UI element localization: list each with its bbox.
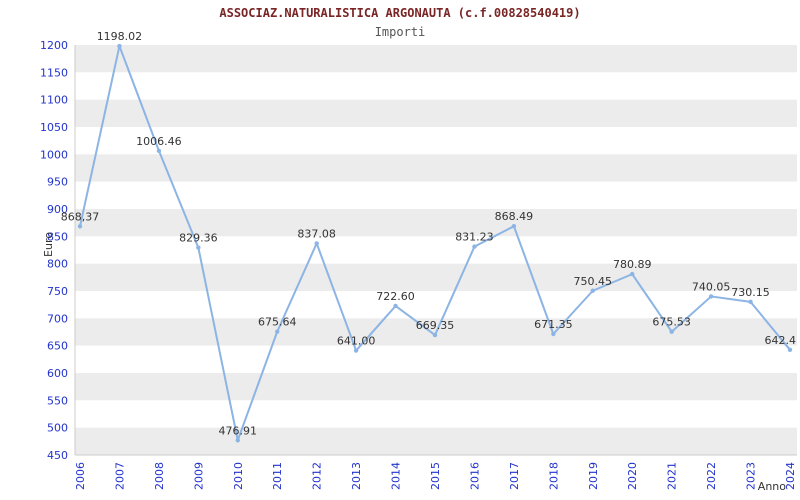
x-tick-label: 2018 (547, 462, 560, 490)
y-tick-label: 450 (47, 449, 68, 462)
x-tick-label: 2023 (745, 462, 758, 490)
x-tick-label: 2007 (113, 462, 126, 490)
y-tick-label: 600 (47, 367, 68, 380)
data-point (511, 224, 517, 229)
plot-band (75, 99, 797, 127)
data-point-label: 780.89 (613, 258, 652, 271)
y-tick-label: 550 (47, 394, 68, 407)
plot-band (75, 263, 797, 291)
data-point (196, 245, 201, 250)
data-point-label: 1006.46 (136, 135, 182, 148)
plot-band (75, 291, 797, 319)
data-point-label: 675.53 (652, 316, 691, 329)
data-point-label: 1198.02 (97, 30, 143, 43)
y-tick-label: 500 (47, 422, 68, 435)
data-point (590, 288, 595, 293)
data-point (353, 348, 359, 353)
data-point-label: 675.64 (258, 316, 297, 329)
chart-title: ASSOCIAZ.NATURALISTICA ARGONAUTA (c.f.00… (219, 6, 581, 20)
data-point (472, 244, 477, 249)
y-tick-label: 850 (47, 230, 68, 243)
x-tick-label: 2022 (705, 462, 718, 490)
y-tick-label: 1100 (40, 94, 68, 107)
x-tick-label: 2013 (350, 462, 363, 490)
y-axis-label: Euro (41, 232, 55, 257)
data-point-label: 750.45 (574, 275, 613, 288)
data-point (787, 347, 793, 353)
data-point (432, 332, 438, 338)
data-point (235, 438, 240, 443)
x-axis-label: Anno (757, 480, 786, 493)
y-tick-label: 1200 (40, 39, 68, 52)
y-tick-label: 650 (47, 340, 68, 353)
x-tick-label: 2010 (232, 462, 245, 490)
data-point-label: 829.36 (179, 232, 218, 245)
data-point (275, 329, 280, 334)
x-tick-label: 2014 (390, 462, 403, 490)
data-point (314, 241, 319, 246)
data-point-label: 642.4 (765, 334, 797, 347)
x-tick-label: 2020 (626, 462, 639, 490)
y-tick-label: 1000 (40, 148, 68, 161)
x-tick-label: 2019 (587, 462, 600, 490)
data-point (630, 271, 635, 277)
x-tick-label: 2006 (74, 462, 87, 490)
x-tick-label: 2009 (192, 462, 205, 490)
x-tick-label: 2017 (508, 462, 521, 490)
plot-band (75, 181, 797, 209)
data-point (708, 294, 714, 299)
data-point-label: 868.49 (495, 210, 534, 223)
plot-band (75, 427, 797, 455)
x-tick-label: 2021 (666, 462, 679, 490)
plot-band (75, 72, 797, 100)
data-point-label: 730.15 (731, 286, 770, 299)
data-point-label: 837.08 (297, 227, 336, 240)
data-point (156, 148, 162, 154)
y-tick-label: 1050 (40, 121, 68, 134)
chart-subtitle: Importi (374, 25, 426, 39)
plot-band (75, 154, 797, 182)
x-tick-label: 2024 (784, 462, 797, 490)
y-tick-label: 800 (47, 258, 68, 271)
y-tick-label: 750 (47, 285, 68, 298)
data-point (393, 303, 398, 309)
y-tick-label: 1150 (40, 66, 68, 79)
data-point-label: 476.91 (219, 424, 258, 437)
data-point-label: 641.00 (337, 335, 376, 348)
plot-band (75, 209, 797, 237)
x-tick-label: 2012 (311, 462, 324, 490)
data-point (669, 329, 674, 334)
data-point-label: 671.35 (534, 318, 573, 331)
data-point-label: 868,37 (61, 210, 100, 223)
x-tick-label: 2008 (153, 462, 166, 490)
x-tick-label: 2016 (468, 462, 481, 490)
data-point (117, 43, 122, 49)
data-point (551, 331, 556, 337)
y-tick-label: 950 (47, 176, 68, 189)
data-point-label: 740.05 (692, 280, 731, 293)
y-tick-label: 700 (47, 312, 68, 325)
plot-band (75, 400, 797, 428)
y-tick-label: 900 (47, 203, 68, 216)
plot-band (75, 45, 797, 73)
data-point-label: 669.35 (416, 319, 455, 332)
data-point-label: 722.60 (376, 290, 415, 303)
data-point (77, 224, 83, 229)
data-point-label: 831.23 (455, 231, 494, 244)
data-point (748, 299, 753, 305)
plot-band (75, 373, 797, 401)
x-tick-label: 2011 (271, 462, 284, 490)
x-tick-label: 2015 (429, 462, 442, 490)
plot-band (75, 345, 797, 373)
plot-band (75, 127, 797, 155)
